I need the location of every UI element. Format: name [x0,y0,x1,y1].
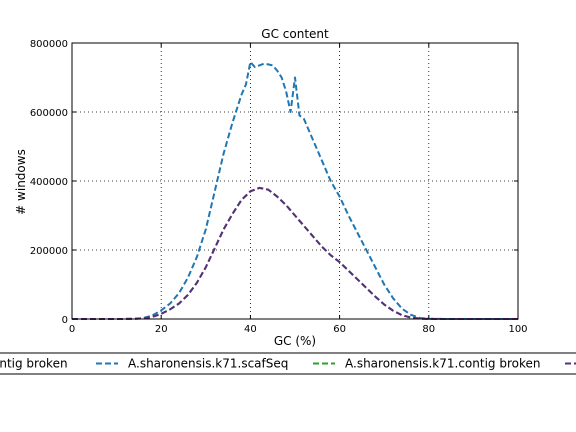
y-axis-label: # windows [14,149,28,215]
y-tick-label: 400000 [30,177,68,188]
x-tick-label: 40 [244,324,257,335]
legend-layer: ontig broken A.sharonensis.k71.scafSeq A.s… [0,352,576,375]
x-tick-label: 0 [69,324,75,335]
y-tick-label: 800000 [30,39,68,50]
x-tick-label: 80 [422,324,435,335]
legend-box [0,352,576,375]
legend-label: ontig broken [0,357,68,371]
x-tick-label: 60 [333,324,346,335]
x-tick-label: 20 [155,324,168,335]
legend-label: A.sharonensis.k71.scafSeq [128,357,288,371]
series-layer [72,60,518,320]
series-line-1 [72,60,518,320]
y-tick-label: 0 [62,315,68,326]
y-tick-label: 200000 [30,246,68,257]
x-tick-label: 100 [508,324,527,335]
legend-label: A.sharonensis.k71.contig broken [345,357,540,371]
y-tick-label: 600000 [30,108,68,119]
series-line-3 [72,186,518,320]
x-axis-label: GC (%) [274,334,316,348]
tick-layer: 0 20 40 60 80 100 0 200000 400000 600000 800000 [30,39,528,335]
chart-title: GC content [261,27,329,41]
